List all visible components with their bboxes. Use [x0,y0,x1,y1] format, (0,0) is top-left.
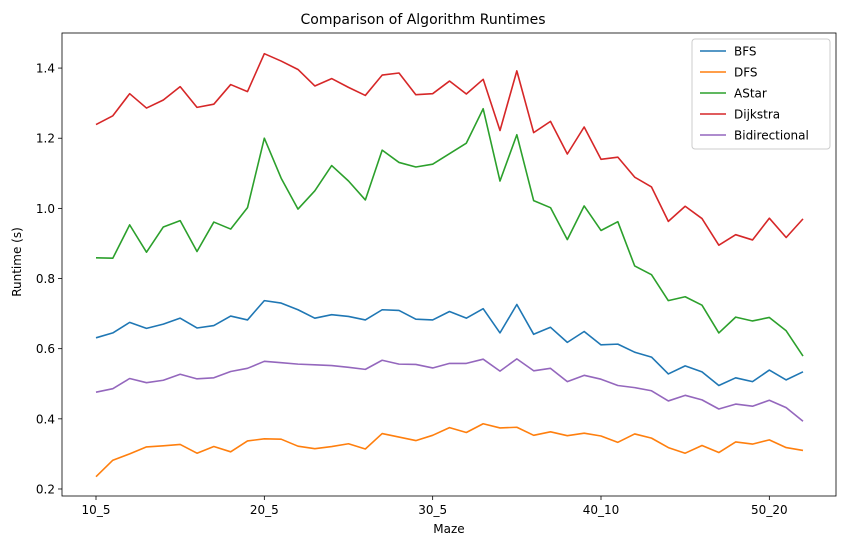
x-tick-label: 40_10 [583,503,620,517]
y-tick-label: 0.6 [36,342,55,356]
series-line-bidirectional [95,358,804,422]
x-axis-label: Maze [433,522,464,536]
legend-label: DFS [734,66,758,80]
y-tick-label: 0.2 [36,482,55,496]
plot-area [95,52,804,478]
y-tick-label: 1.4 [36,62,55,76]
series-line-astar [95,107,804,357]
y-tick-label: 0.8 [36,272,55,286]
axes: 0.2 0.4 0.6 0.8 1.0 1.2 1.4 10_5 20_5 30_5 40_10 50… [36,62,788,517]
legend-box [691,38,831,150]
y-axis-label: Runtime (s) [10,227,24,297]
x-tick-label: 10_5 [82,503,111,517]
x-tick-label: 20_5 [250,503,279,517]
chart-title: Comparison of Algorithm Runtimes [301,12,546,28]
y-tick-label: 0.4 [36,412,55,426]
legend-label: Dijkstra [734,108,780,122]
series-line-dijkstra [95,52,804,247]
series-line-dfs [95,422,804,478]
series-line-bfs [95,299,804,387]
legend-label: Bidirectional [734,129,809,143]
x-tick-label: 50_20 [751,503,788,517]
y-tick-label: 1.0 [36,202,55,216]
plot-frame [61,32,837,497]
legend-label: BFS [734,45,757,59]
legend-label: AStar [734,87,767,101]
y-tick-label: 1.2 [36,132,55,146]
x-tick-label: 30_5 [418,503,447,517]
legend: BFS DFS AStar Dijkstra Bidirectional [691,38,831,150]
